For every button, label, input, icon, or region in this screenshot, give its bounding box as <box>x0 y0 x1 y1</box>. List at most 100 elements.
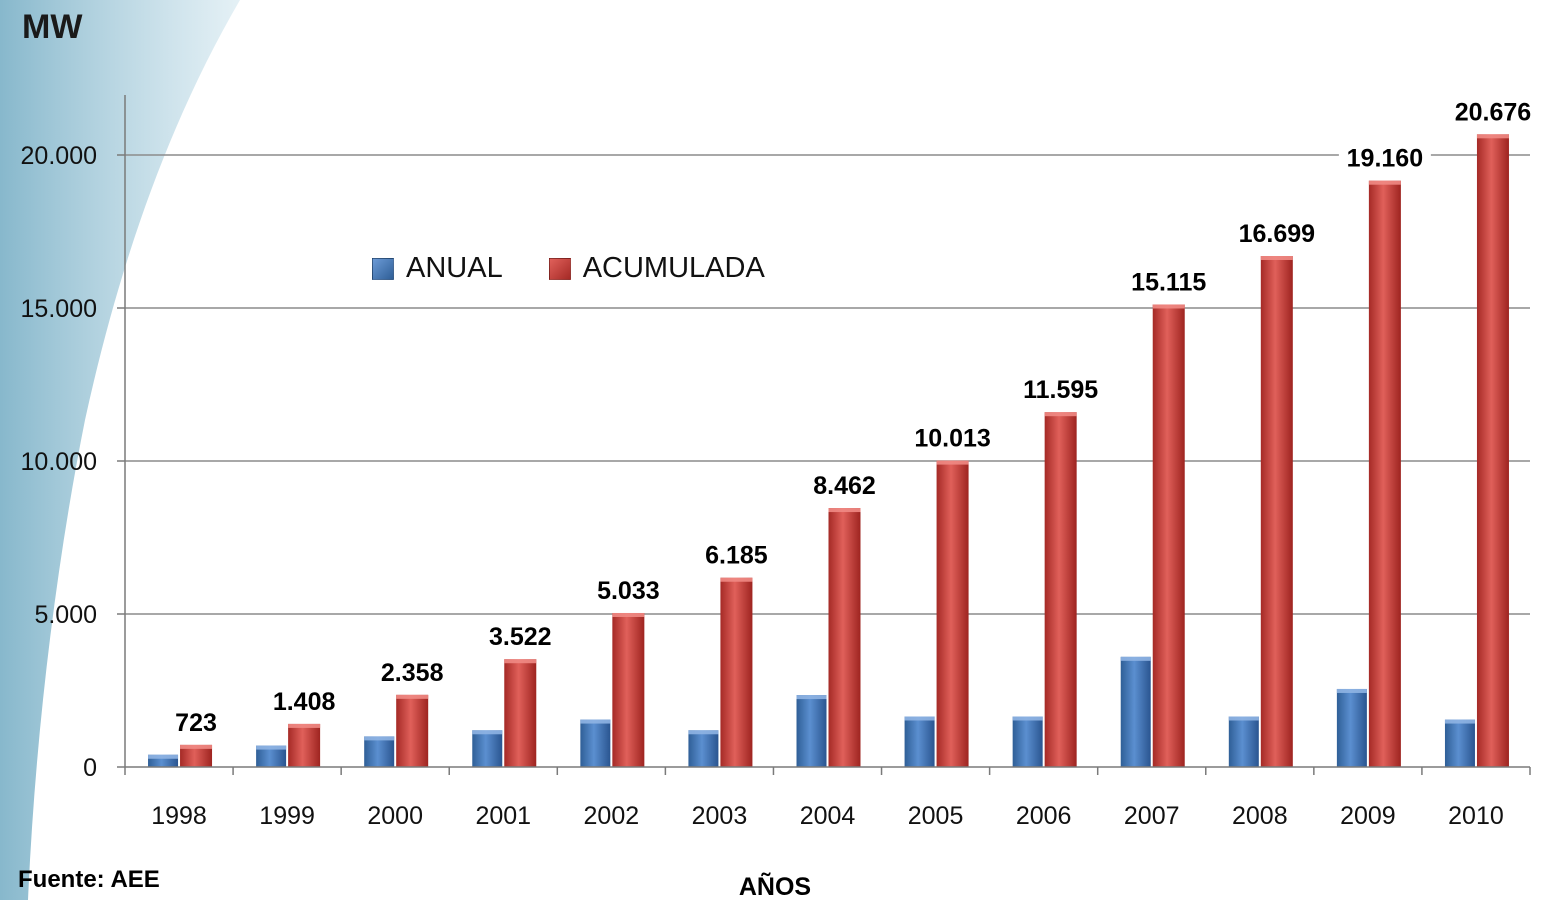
x-tick-label: 2002 <box>584 802 640 830</box>
bar-anual-cap <box>148 754 179 759</box>
gridlines <box>125 154 1530 615</box>
bar-acumulada <box>612 612 645 767</box>
bar-acumulada-cap <box>1152 304 1185 309</box>
bar-acumulada-cap <box>936 460 969 465</box>
bar-anual <box>688 730 719 767</box>
x-tick-label: 2008 <box>1232 802 1288 830</box>
x-tick-label: 2009 <box>1340 802 1396 830</box>
data-label-bg <box>265 684 344 717</box>
bar-acumulada <box>1476 134 1509 768</box>
bar-acumulada-cap <box>828 508 861 513</box>
bar-acumulada-cap <box>504 659 537 664</box>
bar-anual-cap <box>796 695 827 700</box>
bar-anual-cap <box>580 719 611 724</box>
bar-acumulada-cap <box>1476 134 1509 139</box>
bar-acumulada <box>1152 304 1185 767</box>
x-tick-label: 2003 <box>692 802 748 830</box>
x-tick-label: 2010 <box>1448 802 1504 830</box>
bar-anual <box>1336 688 1367 767</box>
data-label-bg <box>1014 373 1107 406</box>
legend-item-acumulada: ACUMULADA <box>548 252 765 285</box>
bar-anual-cap <box>1012 716 1043 721</box>
bar-acumulada <box>288 723 321 767</box>
data-label-acumulada: 723 <box>175 709 217 737</box>
bar-acumulada-cap <box>288 723 321 728</box>
data-label-bg <box>1122 265 1215 298</box>
y-tick-label: 20.000 <box>21 142 97 170</box>
bar-acumulada-cap <box>1260 256 1293 261</box>
unit-label: MW <box>22 8 83 46</box>
bar-anual <box>796 695 827 767</box>
data-label-acumulada: 1.408 <box>273 688 336 716</box>
legend-item-anual: ANUAL <box>372 252 503 285</box>
bar-anual-cap <box>1336 688 1367 693</box>
bar-acumulada-cap <box>1044 412 1077 417</box>
bar-acumulada <box>936 460 969 767</box>
y-tick-label: 10.000 <box>21 448 97 476</box>
bar-anual <box>472 730 503 767</box>
y-tick-label: 0 <box>83 754 97 782</box>
axes: 0 5.000 10.000 15.000 20.000 1998 1999 2000 2001… <box>21 95 1531 830</box>
data-label-bg <box>589 573 668 606</box>
bar-anual <box>1444 719 1475 767</box>
data-label-acumulada: 5.033 <box>597 577 660 605</box>
x-tick-label: 2000 <box>367 802 423 830</box>
data-label-bg <box>906 421 999 454</box>
legend-swatch-anual <box>372 257 394 280</box>
swoosh-shape <box>0 0 240 900</box>
data-label-acumulada: 20.676 <box>1455 98 1531 126</box>
x-tick-label: 2004 <box>800 802 856 830</box>
data-label-bg <box>697 538 776 571</box>
bar-anual <box>1120 656 1151 767</box>
x-tick-label: 1999 <box>259 802 315 830</box>
data-label-acumulada: 16.699 <box>1239 220 1315 248</box>
y-tick-label: 5.000 <box>34 601 97 629</box>
bar-anual-cap <box>1228 716 1259 721</box>
bar-anual <box>256 745 287 767</box>
data-label-acumulada: 8.462 <box>813 472 876 500</box>
x-tick-label: 1998 <box>151 802 207 830</box>
bar-acumulada <box>180 744 213 767</box>
data-label-bg <box>1446 95 1539 128</box>
legend-swatch-acumulada <box>548 257 571 280</box>
bar-acumulada <box>828 508 861 767</box>
data-label-bg <box>481 620 560 653</box>
data-label-acumulada: 10.013 <box>914 425 990 453</box>
data-label-acumulada: 2.358 <box>381 659 444 687</box>
bar-acumulada-cap <box>720 577 753 582</box>
data-labels: 723 1.408 2.358 3.522 5.033 6.185 8.462 10.013 1… <box>171 95 1539 738</box>
bar-anual <box>904 716 935 767</box>
legend-label-acumulada: ACUMULADA <box>582 252 765 284</box>
data-label-acumulada: 15.115 <box>1131 268 1206 296</box>
x-tick-label: 2006 <box>1016 802 1072 830</box>
legend-label-anual: ANUAL <box>406 252 503 284</box>
chart-legend: ANUAL ACUMULADA <box>372 252 811 285</box>
data-label-bg <box>1230 217 1323 250</box>
source-label: Fuente: AEE <box>18 866 160 893</box>
data-label-bg <box>805 469 884 502</box>
bar-anual-cap <box>1120 656 1151 661</box>
bar-anual-cap <box>1444 719 1475 724</box>
data-label-acumulada: 19.160 <box>1347 145 1423 173</box>
x-tick-label: 2007 <box>1124 802 1180 830</box>
data-label-acumulada: 11.595 <box>1023 376 1098 404</box>
data-label-bg <box>171 705 222 738</box>
bar-acumulada <box>504 659 537 767</box>
y-tick-label: 15.000 <box>21 295 97 323</box>
data-label-bg <box>373 655 452 688</box>
data-label-acumulada: 3.522 <box>489 623 552 651</box>
bar-acumulada <box>1044 412 1077 767</box>
x-tick-label: 2001 <box>475 802 531 830</box>
bar-acumulada <box>396 694 429 767</box>
bar-anual-cap <box>904 716 935 721</box>
data-label-bg <box>1338 141 1431 174</box>
bar-anual <box>364 736 395 767</box>
bar-anual-cap <box>472 730 503 735</box>
bar-acumulada-cap <box>612 612 645 617</box>
bar-acumulada <box>1368 180 1401 768</box>
x-axis-label: AÑOS <box>739 871 811 900</box>
bar-acumulada-cap <box>396 694 429 699</box>
bars <box>148 134 1509 768</box>
bar-anual-cap <box>364 736 395 741</box>
